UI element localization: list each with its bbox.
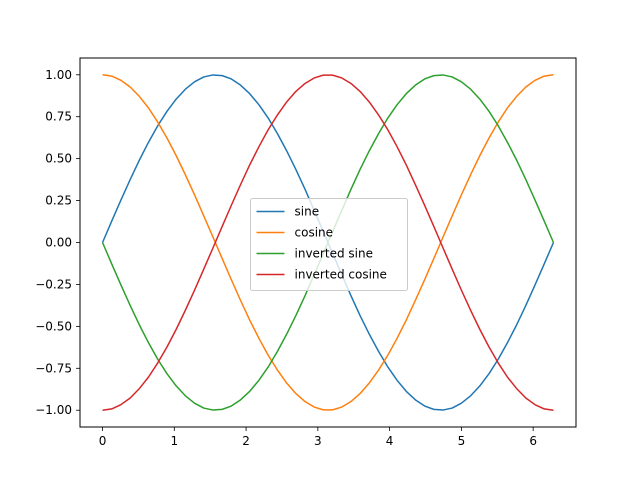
y-tick-label: 0.25 <box>45 194 72 208</box>
legend: sine cosine inverted sine inverted cosine <box>250 198 408 291</box>
y-tick-label: −0.50 <box>35 319 72 333</box>
y-tick-label: 0.50 <box>45 152 72 166</box>
x-tick-label: 1 <box>170 434 178 448</box>
legend-label: sine <box>295 205 320 219</box>
y-tick-label: −1.00 <box>35 403 72 417</box>
y-tick-label: 1.00 <box>45 68 72 82</box>
x-axis: 0 1 2 3 4 5 6 <box>99 427 537 448</box>
x-tick-label: 0 <box>99 434 107 448</box>
series-line-cosine <box>102 74 554 411</box>
y-axis: −1.00 −0.75 −0.50 −0.25 0.00 0.25 0.50 0.75 1.00 <box>35 68 80 417</box>
legend-label: cosine <box>295 226 334 240</box>
legend-label: inverted cosine <box>295 268 387 282</box>
y-tick-label: 0.75 <box>45 110 72 124</box>
legend-label: inverted sine <box>295 247 373 261</box>
x-tick-label: 6 <box>529 434 537 448</box>
x-tick-label: 2 <box>242 434 250 448</box>
y-tick-label: −0.25 <box>35 277 72 291</box>
series-line-inverted-cosine <box>102 74 554 411</box>
x-tick-label: 5 <box>458 434 466 448</box>
y-tick-label: −0.75 <box>35 361 72 375</box>
x-tick-label: 3 <box>314 434 322 448</box>
legend-box <box>250 198 408 291</box>
y-tick-label: 0.00 <box>45 236 72 250</box>
x-tick-label: 4 <box>386 434 394 448</box>
